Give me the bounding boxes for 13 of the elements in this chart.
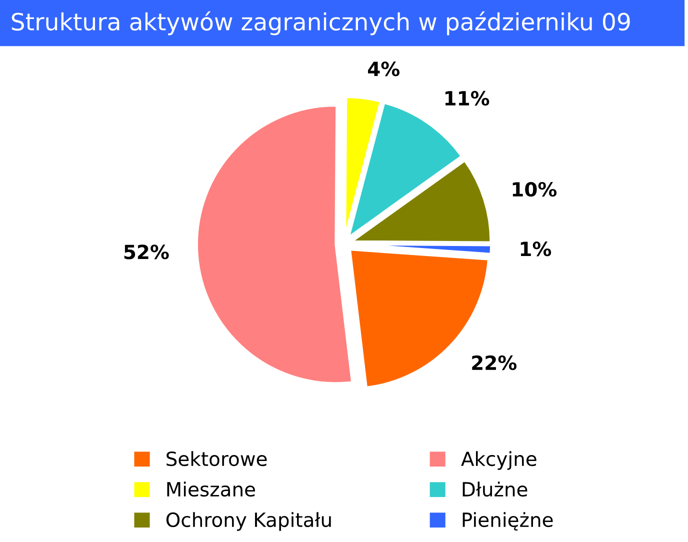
data-label: 1% bbox=[520, 242, 552, 256]
data-label: 11% bbox=[445, 90, 490, 106]
data-label: 22% bbox=[472, 355, 517, 370]
data-label: 52% bbox=[124, 244, 169, 260]
legend-label: Pieniężne bbox=[462, 512, 553, 531]
legend-label: Akcyjne bbox=[461, 451, 536, 470]
chart-title: Struktura aktywów zagranicznych w październiku 09 bbox=[12, 11, 630, 36]
legend-label: Sektorowe bbox=[166, 451, 267, 466]
data-label: 10% bbox=[512, 182, 557, 197]
legend-label: Mieszane bbox=[167, 482, 255, 497]
legend-label: Dłużne bbox=[462, 482, 528, 497]
legend-label: Ochrony Kapitału bbox=[166, 512, 331, 531]
data-label: 4% bbox=[368, 62, 400, 76]
